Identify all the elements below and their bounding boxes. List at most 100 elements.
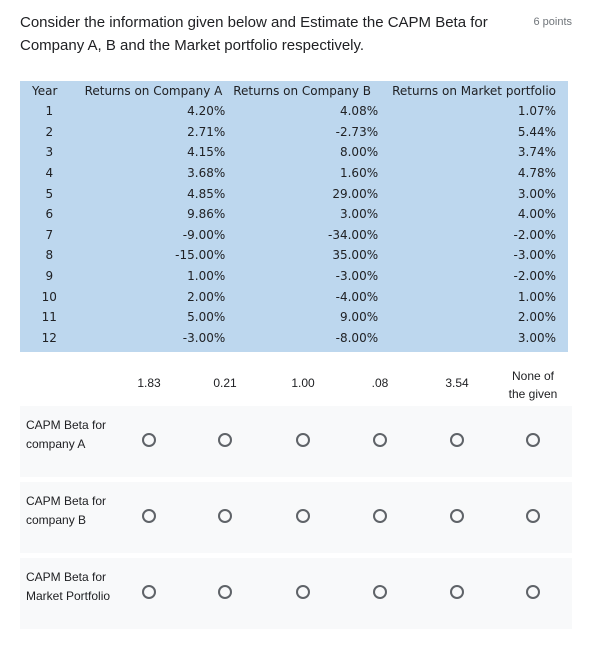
cell-company-b: 29.00% <box>332 186 379 201</box>
cell-company-a: 2.71% <box>187 124 226 139</box>
table-row: 2 2.71% -2.73% 5.44% <box>20 122 568 143</box>
radio-button[interactable] <box>296 433 310 447</box>
cell-company-a: 4.20% <box>187 104 226 119</box>
cell-company-b: 35.00% <box>332 248 379 263</box>
cell-company-b: 8.00% <box>339 145 379 160</box>
radio-button[interactable] <box>296 509 310 523</box>
cell-year: 7 <box>45 227 54 242</box>
grid-row-label: CAPM Beta for Market Portfolio <box>26 570 111 603</box>
cell-year: 12 <box>41 330 57 345</box>
grid-row: CAPM Beta for Market Portfolio <box>20 558 572 629</box>
answer-grid: 1.83 0.21 1.00 .08 3.54 None of the given CAP… <box>20 362 572 634</box>
grid-row: CAPM Beta for company B <box>20 482 572 553</box>
table-row: 8 -15.00% 35.00% -3.00% <box>20 245 568 266</box>
cell-year: 6 <box>45 207 54 222</box>
table-row: 1 4.20% 4.08% 1.07% <box>20 101 568 122</box>
grid-column-label: 1.83 <box>137 376 161 390</box>
grid-header: 1.83 0.21 1.00 .08 3.54 None of the given <box>20 362 572 406</box>
radio-button[interactable] <box>450 433 464 447</box>
radio-button[interactable] <box>218 585 232 599</box>
points-label: 6 points <box>533 16 572 28</box>
cell-year: 9 <box>45 269 54 284</box>
cell-company-b: -2.73% <box>335 124 379 139</box>
table-row: 4 3.68% 1.60% 4.78% <box>20 163 568 184</box>
radio-button[interactable] <box>296 585 310 599</box>
radio-button[interactable] <box>373 509 387 523</box>
cell-market: 2.00% <box>517 310 556 325</box>
grid-row-label: CAPM Beta for company B <box>26 494 107 527</box>
cell-year: 11 <box>41 310 57 325</box>
table-row: 3 4.15% 8.00% 3.74% <box>20 142 568 163</box>
cell-company-a: 4.85% <box>187 186 226 201</box>
grid-column-label: .08 <box>371 376 389 390</box>
table-row: 7 -9.00% -34.00% -2.00% <box>20 225 568 246</box>
cell-market: 4.78% <box>517 166 556 181</box>
cell-market: -3.00% <box>513 248 556 263</box>
table-row: 6 9.86% 3.00% 4.00% <box>20 204 568 225</box>
cell-company-b: 1.60% <box>339 166 379 181</box>
radio-button[interactable] <box>526 585 540 599</box>
header-year: Year <box>32 84 58 98</box>
cell-company-b: -4.00% <box>335 289 379 304</box>
cell-market: 1.07% <box>517 104 556 119</box>
cell-market: 5.44% <box>517 124 556 139</box>
table-row: 11 5.00% 9.00% 2.00% <box>20 307 568 328</box>
table-row: 10 2.00% -4.00% 1.00% <box>20 286 568 307</box>
radio-button[interactable] <box>526 509 540 523</box>
radio-button[interactable] <box>526 433 540 447</box>
cell-market: 3.00% <box>517 186 556 201</box>
cell-company-b: 4.08% <box>339 104 379 119</box>
cell-company-a: 9.86% <box>187 207 226 222</box>
table-row: 5 4.85% 29.00% 3.00% <box>20 183 568 204</box>
question-text: Consider the information given below and… <box>20 14 488 54</box>
cell-year: 1 <box>45 104 54 119</box>
radio-button[interactable] <box>218 433 232 447</box>
cell-year: 4 <box>45 166 54 181</box>
radio-button[interactable] <box>373 433 387 447</box>
cell-company-a: 2.00% <box>187 289 226 304</box>
cell-market: 4.00% <box>517 207 556 222</box>
radio-button[interactable] <box>142 509 156 523</box>
table-header-row: Year Returns on Company A Returns on Com… <box>20 81 568 101</box>
radio-button[interactable] <box>142 433 156 447</box>
header-company-a: Returns on Company A <box>84 84 223 98</box>
cell-market: 1.00% <box>517 289 556 304</box>
radio-button[interactable] <box>142 585 156 599</box>
header-company-b: Returns on Company B <box>233 84 372 98</box>
cell-year: 5 <box>45 186 54 201</box>
grid-column-label: 3.54 <box>445 376 469 390</box>
header-market: Returns on Market portfolio <box>392 84 556 98</box>
radio-button[interactable] <box>450 585 464 599</box>
cell-company-b: 3.00% <box>339 207 379 222</box>
cell-market: -2.00% <box>513 227 556 242</box>
cell-company-a: 5.00% <box>187 310 226 325</box>
grid-row-label: CAPM Beta for company A <box>26 418 107 451</box>
cell-company-a: 1.00% <box>187 269 226 284</box>
cell-market: 3.74% <box>517 145 556 160</box>
cell-year: 8 <box>45 248 54 263</box>
cell-year: 2 <box>45 124 54 139</box>
cell-company-b: -8.00% <box>335 330 379 345</box>
grid-column-label: 1.00 <box>291 376 315 390</box>
cell-company-b: -34.00% <box>328 227 379 242</box>
cell-year: 3 <box>45 145 54 160</box>
cell-company-a: 4.15% <box>187 145 226 160</box>
cell-market: -2.00% <box>513 269 556 284</box>
table-row: 12 -3.00% -8.00% 3.00% <box>20 328 568 349</box>
cell-market: 3.00% <box>517 330 556 345</box>
radio-button[interactable] <box>450 509 464 523</box>
cell-company-a: -3.00% <box>182 330 226 345</box>
cell-company-b: 9.00% <box>339 310 379 325</box>
grid-row: CAPM Beta for company A <box>20 406 572 477</box>
cell-year: 10 <box>41 289 57 304</box>
table-row: 9 1.00% -3.00% -2.00% <box>20 266 568 287</box>
cell-company-a: -9.00% <box>182 227 226 242</box>
radio-button[interactable] <box>373 585 387 599</box>
grid-column-label: 0.21 <box>213 376 237 390</box>
cell-company-a: 3.68% <box>187 166 226 181</box>
radio-button[interactable] <box>218 509 232 523</box>
cell-company-a: -15.00% <box>175 248 226 263</box>
grid-column-label: None of the given <box>508 369 558 401</box>
cell-company-b: -3.00% <box>335 269 379 284</box>
returns-table: Year Returns on Company A Returns on Com… <box>20 81 568 352</box>
